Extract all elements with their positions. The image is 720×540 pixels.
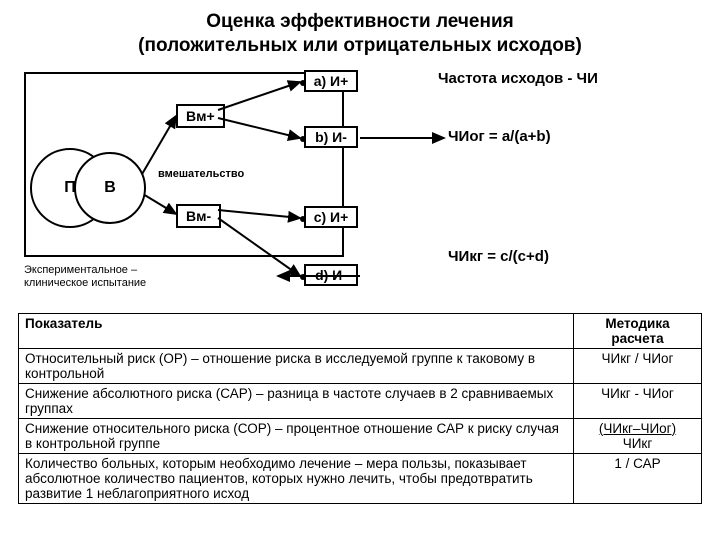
method-cell: 1 / САР — [574, 453, 702, 503]
exp-line1: Экспериментальное – — [24, 264, 137, 276]
indicator-cell: Снижение относительного риска (СОР) – пр… — [19, 418, 574, 453]
intervention-label: вмешательство — [158, 168, 244, 180]
indicator-cell: Относительный риск (ОР) – отношение риск… — [19, 348, 574, 383]
dot-a — [300, 80, 306, 86]
table-row: Снижение абсолютного риска (САР) – разни… — [19, 383, 702, 418]
col-method-header: Методика расчета — [574, 313, 702, 348]
diagram-area: П В Вм+ Вм- вмешательство a) И+b) И-c) И… — [18, 66, 702, 311]
title-line2: (положительных или отрицательных исходов… — [138, 35, 582, 56]
dot-b — [300, 136, 306, 142]
experiment-caption: Экспериментальное – клиническое испытани… — [24, 264, 146, 290]
outcome-b: b) И- — [304, 126, 358, 148]
indicators-table: Показатель Методика расчета Относительны… — [18, 313, 702, 504]
exp-line2: клиническое испытание — [24, 277, 146, 289]
circle-sample: В — [74, 152, 146, 224]
dot-d — [300, 274, 306, 280]
outcome-a: a) И+ — [304, 70, 358, 92]
right-label-header: Частота исходов - ЧИ — [438, 70, 598, 87]
vm-plus-box: Вм+ — [176, 104, 225, 128]
dot-c — [300, 216, 306, 222]
vm-minus-box: Вм- — [176, 204, 221, 228]
table-row: Снижение относительного риска (СОР) – пр… — [19, 418, 702, 453]
method-cell: (ЧИкг–ЧИог)ЧИкг — [574, 418, 702, 453]
table-row: Количество больных, которым необходимо л… — [19, 453, 702, 503]
col-indicator-header: Показатель — [19, 313, 574, 348]
page-title: Оценка эффективности лечения (положитель… — [18, 10, 702, 58]
indicator-cell: Количество больных, которым необходимо л… — [19, 453, 574, 503]
method-cell: ЧИкг - ЧИог — [574, 383, 702, 418]
circle-b-label: В — [104, 179, 116, 197]
indicator-cell: Снижение абсолютного риска (САР) – разни… — [19, 383, 574, 418]
method-cell: ЧИкг / ЧИог — [574, 348, 702, 383]
outcome-d: d) И- — [304, 264, 358, 286]
right-label-chi_og: ЧИог = a/(a+b) — [448, 128, 551, 145]
title-line1: Оценка эффективности лечения — [206, 11, 514, 32]
table-row: Относительный риск (ОР) – отношение риск… — [19, 348, 702, 383]
outcome-c: c) И+ — [304, 206, 358, 228]
right-label-chi_kg: ЧИкг = c/(c+d) — [448, 248, 549, 265]
